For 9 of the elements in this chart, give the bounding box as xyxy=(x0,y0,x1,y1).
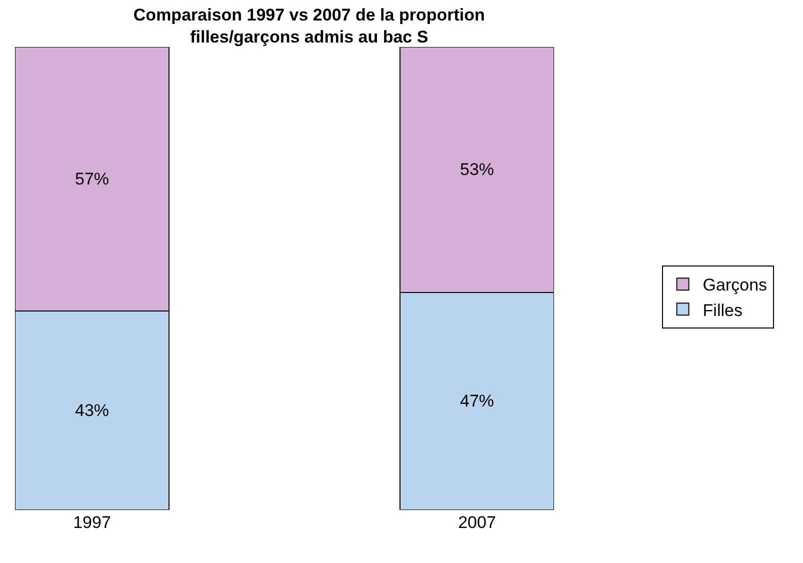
chart-title: Comparaison 1997 vs 2007 de la proportion filles/garçons admis au bac S xyxy=(133,5,485,46)
x-tick-label: 1997 xyxy=(73,513,111,532)
legend-label: Garçons xyxy=(702,276,768,295)
legend-label: Filles xyxy=(702,300,742,320)
data-label: 43% xyxy=(74,400,110,420)
data-label: 53% xyxy=(460,160,494,180)
data-label: 47% xyxy=(460,392,494,411)
data-label: 57% xyxy=(74,169,110,188)
x-tick-label: 2007 xyxy=(458,513,496,532)
